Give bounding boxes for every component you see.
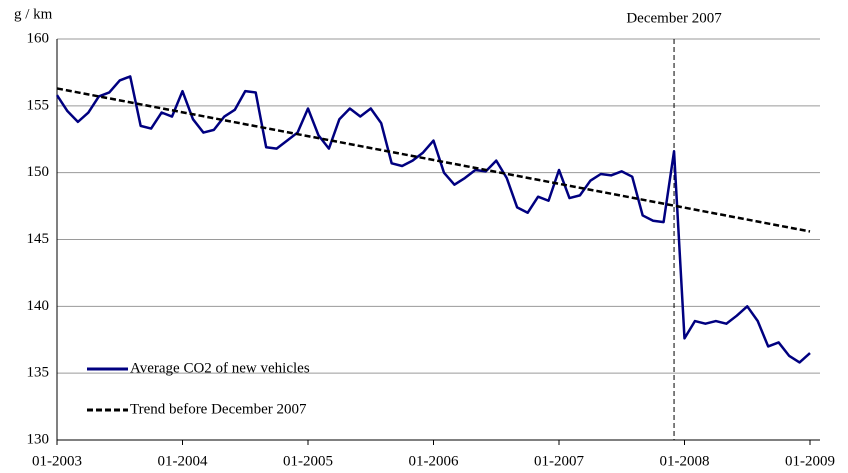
y-tick-label: 130 [27, 431, 50, 447]
x-tick-label: 01-2007 [534, 453, 584, 469]
x-tick-label: 01-2009 [785, 453, 835, 469]
legend-label: Average CO2 of new vehicles [130, 360, 310, 376]
y-tick-label: 155 [27, 97, 50, 113]
y-tick-label: 145 [27, 231, 50, 247]
x-tick-label: 01-2004 [158, 453, 208, 469]
line-series [56, 87, 811, 233]
line-series [55, 75, 811, 364]
x-tick-label: 01-2008 [660, 453, 710, 469]
annotation-label: December 2007 [626, 10, 722, 26]
y-tick-label: 160 [27, 30, 50, 46]
y-tick-label: 140 [27, 298, 50, 314]
y-axis-label: g / km [14, 6, 53, 22]
x-tick-label: 01-2005 [283, 453, 333, 469]
x-tick-label: 01-2006 [409, 453, 459, 469]
y-tick-label: 135 [27, 365, 50, 381]
legend-label: Trend before December 2007 [130, 401, 307, 417]
x-tick-label: 01-2003 [32, 453, 82, 469]
y-tick-label: 150 [27, 164, 50, 180]
